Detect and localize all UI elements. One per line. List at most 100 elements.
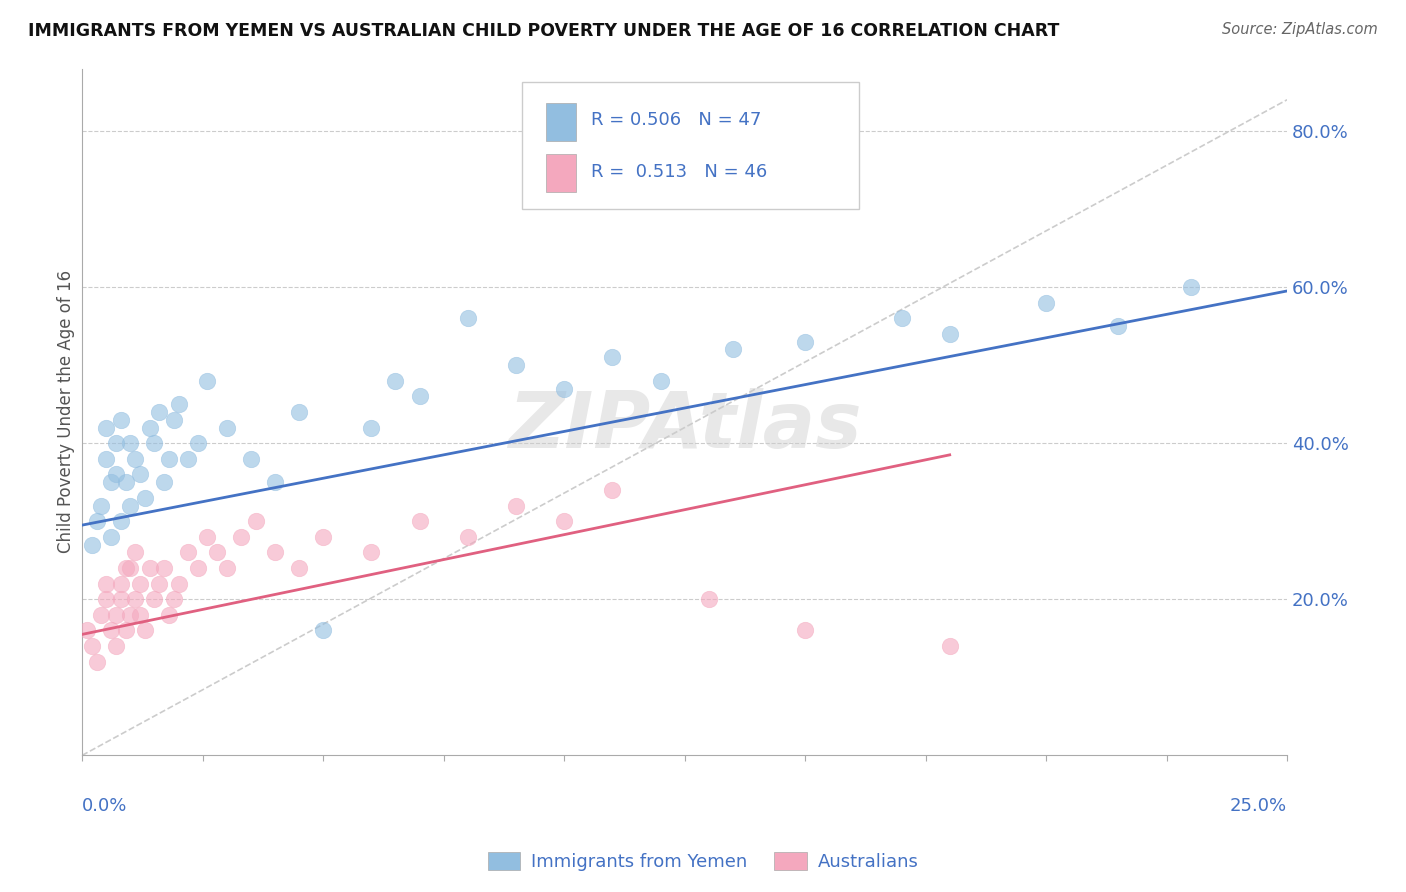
Point bbox=[96, 451, 118, 466]
Point bbox=[602, 483, 624, 497]
Point bbox=[90, 499, 112, 513]
Point bbox=[104, 436, 127, 450]
Point bbox=[721, 343, 744, 357]
Point bbox=[312, 530, 335, 544]
Point bbox=[239, 451, 262, 466]
Point bbox=[177, 451, 200, 466]
FancyBboxPatch shape bbox=[546, 154, 576, 192]
Point bbox=[148, 405, 170, 419]
Text: IMMIGRANTS FROM YEMEN VS AUSTRALIAN CHILD POVERTY UNDER THE AGE OF 16 CORRELATIO: IMMIGRANTS FROM YEMEN VS AUSTRALIAN CHIL… bbox=[28, 22, 1060, 40]
Point bbox=[80, 538, 103, 552]
Point bbox=[100, 624, 122, 638]
Point bbox=[148, 576, 170, 591]
Point bbox=[890, 311, 912, 326]
Point bbox=[124, 545, 146, 559]
Text: ZIPAtlas: ZIPAtlas bbox=[508, 388, 862, 464]
Point bbox=[120, 607, 142, 622]
Point bbox=[157, 607, 180, 622]
Legend: Immigrants from Yemen, Australians: Immigrants from Yemen, Australians bbox=[481, 845, 925, 879]
FancyBboxPatch shape bbox=[522, 82, 859, 210]
Y-axis label: Child Poverty Under the Age of 16: Child Poverty Under the Age of 16 bbox=[58, 270, 75, 554]
Point bbox=[96, 420, 118, 434]
Point bbox=[197, 374, 219, 388]
Point bbox=[129, 607, 152, 622]
Point bbox=[177, 545, 200, 559]
Text: R = 0.506   N = 47: R = 0.506 N = 47 bbox=[591, 111, 761, 129]
Point bbox=[697, 592, 720, 607]
Point bbox=[288, 561, 311, 575]
Point bbox=[104, 467, 127, 482]
Point bbox=[602, 351, 624, 365]
Point bbox=[553, 514, 575, 528]
Point bbox=[114, 475, 136, 490]
Point bbox=[100, 475, 122, 490]
Point bbox=[90, 607, 112, 622]
Point bbox=[157, 451, 180, 466]
Point bbox=[187, 561, 209, 575]
Point bbox=[86, 655, 108, 669]
Point bbox=[205, 545, 228, 559]
FancyBboxPatch shape bbox=[546, 103, 576, 141]
Point bbox=[104, 607, 127, 622]
Point bbox=[114, 561, 136, 575]
Point bbox=[215, 420, 238, 434]
Point bbox=[794, 334, 817, 349]
Point bbox=[650, 374, 672, 388]
Text: Source: ZipAtlas.com: Source: ZipAtlas.com bbox=[1222, 22, 1378, 37]
Point bbox=[104, 639, 127, 653]
Point bbox=[938, 326, 960, 341]
Point bbox=[96, 592, 118, 607]
Text: R =  0.513   N = 46: R = 0.513 N = 46 bbox=[591, 162, 766, 180]
Point bbox=[384, 374, 406, 388]
Point bbox=[86, 514, 108, 528]
Point bbox=[457, 311, 479, 326]
Point bbox=[129, 467, 152, 482]
Point bbox=[167, 397, 190, 411]
Point bbox=[457, 530, 479, 544]
Point bbox=[110, 592, 132, 607]
Point bbox=[138, 561, 160, 575]
Point bbox=[124, 451, 146, 466]
Point bbox=[938, 639, 960, 653]
Point bbox=[1180, 280, 1202, 294]
Point bbox=[143, 592, 166, 607]
Point bbox=[360, 545, 382, 559]
Point bbox=[110, 576, 132, 591]
Point bbox=[794, 624, 817, 638]
Point bbox=[153, 561, 176, 575]
Point bbox=[120, 561, 142, 575]
Point bbox=[163, 413, 186, 427]
Point bbox=[215, 561, 238, 575]
Point bbox=[110, 514, 132, 528]
Point bbox=[505, 358, 527, 372]
Point bbox=[167, 576, 190, 591]
Point bbox=[134, 624, 156, 638]
Point bbox=[505, 499, 527, 513]
Point bbox=[134, 491, 156, 505]
Point bbox=[264, 545, 287, 559]
Point bbox=[1107, 319, 1129, 334]
Point bbox=[120, 499, 142, 513]
Point bbox=[80, 639, 103, 653]
Point bbox=[288, 405, 311, 419]
Point bbox=[1035, 295, 1057, 310]
Point bbox=[96, 576, 118, 591]
Point bbox=[187, 436, 209, 450]
Text: 0.0%: 0.0% bbox=[82, 797, 128, 814]
Point bbox=[553, 382, 575, 396]
Point bbox=[114, 624, 136, 638]
Point bbox=[124, 592, 146, 607]
Point bbox=[408, 389, 430, 403]
Point bbox=[264, 475, 287, 490]
Point bbox=[76, 624, 98, 638]
Point bbox=[312, 624, 335, 638]
Point bbox=[163, 592, 186, 607]
Point bbox=[197, 530, 219, 544]
Point bbox=[143, 436, 166, 450]
Text: 25.0%: 25.0% bbox=[1230, 797, 1286, 814]
Point bbox=[138, 420, 160, 434]
Point bbox=[231, 530, 253, 544]
Point bbox=[129, 576, 152, 591]
Point bbox=[153, 475, 176, 490]
Point bbox=[408, 514, 430, 528]
